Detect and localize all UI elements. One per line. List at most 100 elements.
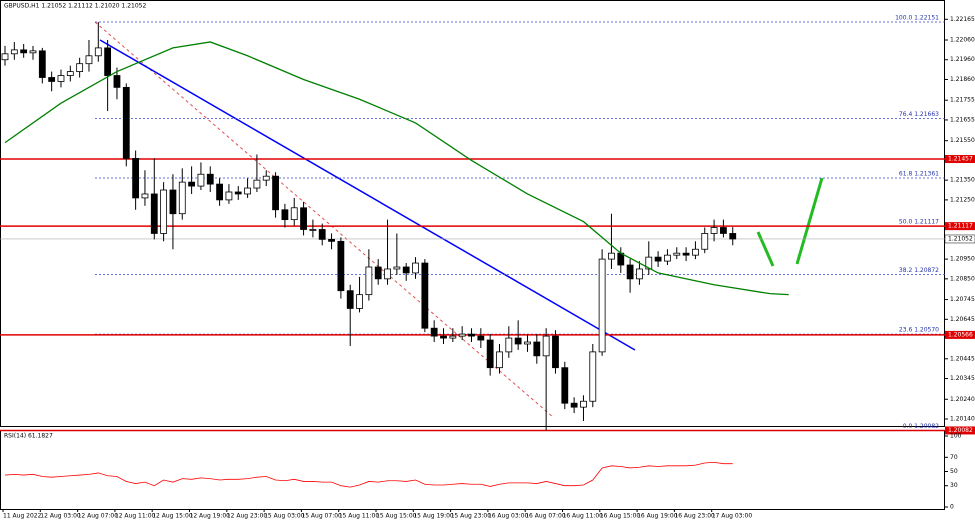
x-tick-label: 12 Aug 03:00 — [40, 513, 81, 520]
y-tick-label: 1.21655 — [950, 116, 975, 123]
candle-body — [132, 158, 140, 199]
candle-body — [505, 337, 513, 353]
moving-average — [4, 41, 789, 296]
candle-body — [169, 189, 177, 215]
candle-body — [458, 333, 466, 337]
candle-body — [113, 75, 121, 88]
x-tick-label: 11 Aug 2022 — [3, 513, 42, 520]
x-tick-label: 16 Aug 19:00 — [637, 513, 678, 520]
x-tick-label: 12 Aug 23:00 — [227, 513, 268, 520]
level-tag — [945, 426, 975, 435]
candle-body — [374, 266, 382, 280]
x-tick-label: 15 Aug 23:00 — [451, 513, 492, 520]
y-tick-label: 1.20950 — [950, 256, 975, 263]
y-tick-label: 1.22165 — [950, 16, 975, 23]
candle-body — [225, 191, 233, 201]
candle-body — [188, 181, 196, 187]
y-tick-label: 1.20140 — [950, 416, 975, 423]
candle-body — [421, 262, 429, 329]
candle-body — [636, 268, 643, 280]
x-tick-label: 12 Aug 15:00 — [152, 513, 193, 520]
x-tick-label: 16 Aug 15:00 — [600, 513, 641, 520]
candle-body — [384, 268, 391, 280]
rsi-title: RSI(14) 61.1827 — [4, 433, 53, 440]
x-tick-label: 16 Aug 11:00 — [563, 513, 604, 520]
candle-body — [729, 233, 737, 240]
candle-body — [710, 227, 718, 234]
x-tick-label: 17 Aug 03:00 — [712, 513, 753, 520]
x-tick-label: 16 Aug 07:00 — [525, 513, 566, 520]
candle-body — [542, 335, 550, 357]
candle-body — [514, 337, 522, 345]
candle-body — [440, 335, 447, 339]
rsi-tick-label: 30 — [950, 482, 958, 489]
level-tag — [945, 330, 975, 339]
x-tick-label: 15 Aug 07:00 — [301, 513, 342, 520]
candle-body — [673, 252, 681, 256]
candle-body — [104, 47, 112, 76]
candle-body — [598, 258, 606, 353]
rsi-tick-label: 0 — [950, 504, 954, 511]
y-tick-label: 1.20745 — [950, 296, 975, 303]
chart-title: GBPUSD,H1 1.21052 1.21112 1.21020 1.2105… — [4, 3, 146, 10]
level-tag — [945, 155, 975, 164]
level-label: 1.21457 — [948, 156, 973, 163]
x-tick-label: 16 Aug 03:00 — [488, 513, 529, 520]
candle-body — [1, 53, 9, 61]
y-tick-label: 1.20645 — [950, 316, 975, 323]
candle-body — [253, 179, 261, 189]
candle-body — [561, 367, 569, 404]
level-tag — [945, 222, 975, 231]
projection-arrow — [756, 231, 775, 267]
candle-body — [337, 240, 345, 292]
candle-body — [48, 77, 56, 82]
candle-body — [570, 402, 578, 408]
candle-body — [318, 229, 326, 240]
candle-body — [272, 175, 279, 211]
candle-body — [701, 233, 709, 250]
candle-body — [85, 55, 93, 65]
level-label: 1.21117 — [948, 223, 973, 230]
current-price-tag — [944, 234, 975, 244]
rsi-tick-label: 100 — [950, 433, 962, 440]
candle-body — [402, 266, 410, 274]
candle-body — [234, 191, 242, 195]
candle-body — [328, 238, 335, 242]
candle-body — [10, 49, 18, 55]
candle-body — [626, 264, 634, 280]
candle-body — [300, 207, 307, 230]
candle-body — [393, 266, 401, 270]
x-tick-label: 12 Aug 11:00 — [115, 513, 156, 520]
fib-label: 100.0 1.22151 — [895, 15, 939, 22]
candle-body — [580, 400, 587, 408]
y-tick-label: 1.21860 — [950, 76, 975, 83]
y-tick-label: 1.20850 — [950, 275, 975, 282]
candle-body — [29, 50, 37, 54]
x-tick-label: 15 Aug 19:00 — [413, 513, 454, 520]
level-label: 1.20566 — [948, 331, 973, 338]
candle-body — [430, 327, 438, 337]
y-tick-label: 1.21550 — [950, 137, 975, 144]
candle-body — [692, 248, 699, 256]
candle-body — [486, 339, 494, 369]
candle-body — [365, 266, 373, 296]
x-tick-label: 12 Aug 19:00 — [190, 513, 231, 520]
candle-body — [524, 341, 531, 345]
candle-body — [720, 227, 727, 234]
candle-body — [20, 49, 28, 54]
rsi-tick-label: 50 — [950, 468, 958, 475]
x-tick-label: 15 Aug 15:00 — [376, 513, 417, 520]
candle-body — [477, 335, 485, 341]
candle-body — [664, 254, 671, 262]
y-tick-label: 1.21960 — [950, 56, 975, 63]
y-tick-label: 1.21250 — [950, 196, 975, 203]
y-tick-label: 1.20345 — [950, 375, 975, 382]
y-tick-label: 1.20445 — [950, 355, 975, 362]
candle-body — [682, 252, 690, 256]
y-tick-label: 1.21755 — [950, 97, 975, 104]
candle-body — [38, 50, 46, 78]
candle-body — [608, 252, 615, 260]
candle-body — [449, 335, 457, 339]
candle-body — [356, 294, 363, 309]
x-tick-label: 15 Aug 11:00 — [339, 513, 380, 520]
